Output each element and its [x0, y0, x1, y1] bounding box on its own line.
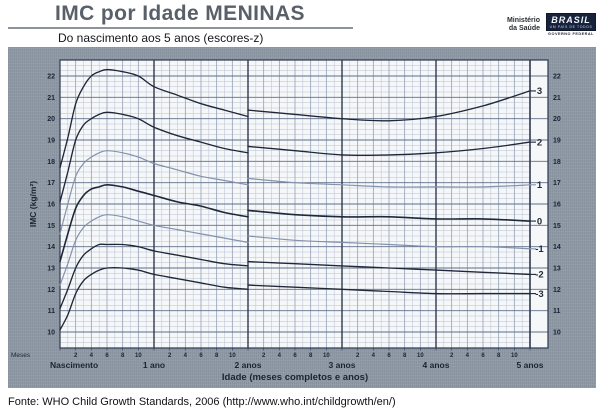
y-tick-right-10: 10 — [553, 330, 561, 337]
ministry-line1: Ministério — [506, 17, 540, 24]
y-tick-left-15: 15 — [47, 223, 55, 230]
x-tick-month-22: 10 — [229, 353, 236, 359]
y-tick-right-15: 15 — [553, 223, 561, 230]
x-year-label-4: 4 anos — [423, 360, 450, 370]
x-tick-month-52: 4 — [466, 353, 470, 359]
x-tick-month-54: 6 — [481, 353, 485, 359]
brasil-logo-text: BRASIL — [551, 15, 591, 25]
curve-z0-segment1 — [59, 183, 249, 263]
y-tick-left-18: 18 — [47, 159, 55, 166]
page-subtitle: Do nascimento aos 5 anos (escores-z) — [58, 31, 264, 45]
y-tick-right-16: 16 — [553, 202, 561, 209]
y-tick-right-21: 21 — [553, 95, 561, 102]
x-tick-month-42: 6 — [387, 353, 391, 359]
y-tick-right-13: 13 — [553, 266, 561, 273]
y-tick-left-11: 11 — [48, 308, 56, 315]
x-year-label-1: 1 ano — [143, 360, 165, 370]
y-tick-right-18: 18 — [553, 159, 561, 166]
x-axis-title: Idade (meses completos e anos) — [222, 372, 368, 383]
title-underline — [8, 27, 353, 29]
curve-z3-segment2 — [247, 90, 531, 122]
y-tick-right-20: 20 — [553, 116, 561, 123]
x-year-label-0: Nascimento — [50, 360, 98, 370]
x-tick-month-50: 2 — [450, 353, 454, 359]
curve-z-3-segment1 — [59, 267, 249, 331]
x-tick-month-4: 4 — [90, 353, 94, 359]
x-tick-month-30: 6 — [293, 353, 297, 359]
y-tick-left-12: 12 — [47, 287, 55, 294]
x-tick-month-56: 8 — [497, 353, 501, 359]
plot-frame — [59, 59, 549, 349]
x-year-label-2: 2 anos — [235, 360, 262, 370]
y-tick-right-14: 14 — [553, 244, 561, 251]
x-tick-month-58: 10 — [511, 353, 518, 359]
brasil-logo-box: BRASIL UM PAÍS DE TODOS — [546, 13, 596, 31]
curve-z-1-segment2 — [247, 235, 531, 250]
x-tick-month-26: 2 — [262, 353, 266, 359]
x-tick-month-18: 6 — [199, 353, 203, 359]
brasil-federal-government-logo: BRASIL UM PAÍS DE TODOS GOVERNO FEDERAL — [546, 13, 596, 37]
x-tick-month-28: 4 — [278, 353, 282, 359]
x-tick-month-32: 8 — [309, 353, 313, 359]
curve-z1-segment1 — [59, 150, 249, 235]
x-tick-month-46: 10 — [417, 353, 424, 359]
brasil-logo-tagline: UM PAÍS DE TODOS — [549, 25, 593, 29]
x-tick-month-16: 4 — [184, 353, 188, 359]
zscore-label-0: 0 — [537, 216, 542, 227]
x-tick-month-40: 4 — [372, 353, 376, 359]
source-note: Fonte: WHO Child Growth Standards, 2006 … — [8, 396, 396, 408]
y-tick-right-19: 19 — [553, 138, 561, 145]
ministry-line2: da Saúde — [508, 25, 540, 32]
curve-z2-segment1 — [59, 111, 249, 203]
page-title: IMC por Idade MENINAS — [55, 2, 305, 25]
y-tick-right-11: 11 — [553, 308, 561, 315]
x-year-label-5: 5 anos — [517, 360, 544, 370]
y-tick-left-10: 10 — [47, 330, 55, 337]
zscore-label--1: -1 — [535, 244, 544, 255]
x-tick-month-10: 10 — [135, 353, 142, 359]
y-tick-right-17: 17 — [553, 180, 561, 187]
y-tick-left-22: 22 — [47, 74, 55, 81]
x-tick-month-38: 2 — [356, 353, 360, 359]
curve-z1-segment2 — [247, 177, 531, 188]
y-tick-left-17: 17 — [47, 180, 55, 187]
curve-z-1-segment1 — [59, 214, 249, 286]
x-year-label-3: 3 anos — [329, 360, 356, 370]
zscore-label--3: -3 — [535, 289, 543, 300]
governo-federal-label: GOVERNO FEDERAL — [548, 32, 594, 36]
x-tick-month-34: 10 — [323, 353, 330, 359]
x-tick-month-44: 8 — [403, 353, 407, 359]
zscore-label-1: 1 — [537, 180, 543, 191]
curve-z-3-segment2 — [247, 284, 531, 295]
y-tick-left-14: 14 — [47, 244, 55, 251]
y-tick-left-21: 21 — [47, 95, 55, 102]
y-tick-right-12: 12 — [553, 287, 561, 294]
y-tick-left-13: 13 — [47, 266, 55, 273]
y-tick-left-20: 20 — [47, 116, 55, 123]
ministry-label: Ministério da Saúde — [470, 17, 540, 33]
zscore-label--2: -2 — [535, 270, 543, 281]
curve-z2-segment2 — [247, 141, 531, 156]
curve-z-2-segment1 — [59, 243, 249, 310]
y-tick-left-16: 16 — [47, 202, 55, 209]
zscore-label-3: 3 — [537, 86, 542, 97]
y-tick-right-22: 22 — [553, 74, 561, 81]
curve-z3-segment1 — [59, 68, 249, 169]
y-tick-left-19: 19 — [47, 138, 55, 145]
chart-panel: 3 2 1 0 -1 -2 -3 10 10 11 11 12 12 13 13 14 14 15 15 16 16 17… — [8, 47, 596, 388]
x-tick-month-2: 2 — [74, 353, 78, 359]
x-tick-month-14: 2 — [168, 353, 172, 359]
x-tick-month-6: 6 — [105, 353, 109, 359]
curve-z-2-segment2 — [247, 260, 531, 276]
zscore-label-2: 2 — [537, 137, 542, 148]
x-axis-unit-label: Meses — [11, 352, 31, 359]
x-tick-month-8: 8 — [121, 353, 125, 359]
x-tick-month-20: 8 — [215, 353, 219, 359]
curve-z0-segment2 — [247, 209, 531, 222]
y-axis-title: IMC (kg/m²) — [28, 181, 38, 227]
